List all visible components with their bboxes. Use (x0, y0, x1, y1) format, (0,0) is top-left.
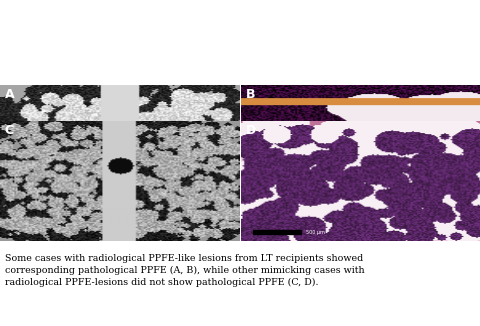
Text: A: A (5, 88, 14, 101)
Text: 500 μm: 500 μm (305, 194, 324, 199)
Bar (253, 195, 300, 198)
Text: 500 μm: 500 μm (305, 230, 324, 235)
Text: D: D (246, 124, 256, 137)
Bar (253, 230, 300, 234)
Text: B: B (246, 88, 255, 101)
Text: C: C (5, 124, 14, 137)
Text: Some cases with radiological PPFE-like lesions from LT recipients showed
corresp: Some cases with radiological PPFE-like l… (5, 254, 364, 287)
